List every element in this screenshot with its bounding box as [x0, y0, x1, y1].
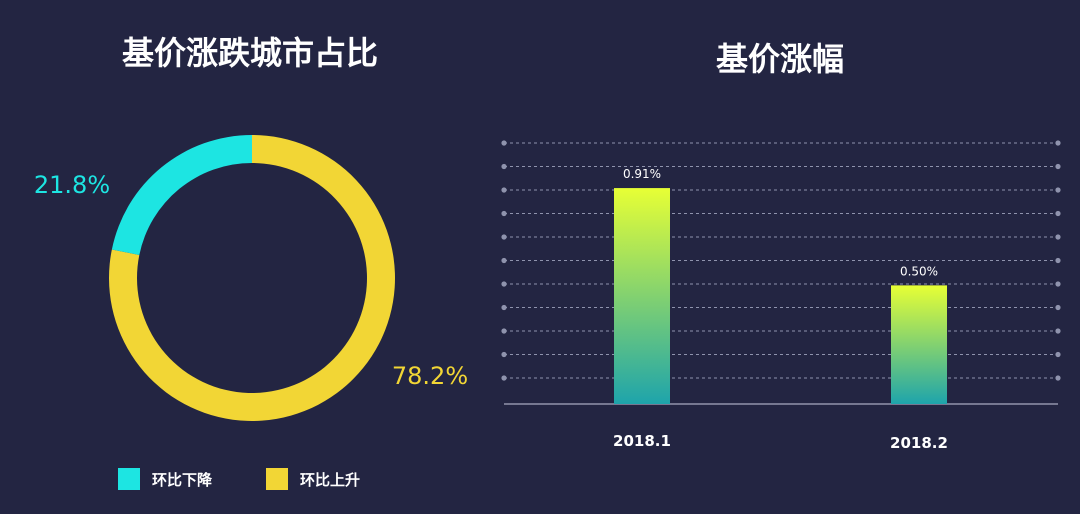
legend-label-up: 环比上升	[300, 470, 361, 489]
grid-dot	[501, 351, 507, 358]
bar-chart-title: 基价涨幅	[715, 40, 844, 78]
legend-swatch-down	[118, 468, 140, 490]
grid-dot	[1055, 304, 1061, 311]
donut-chart-title: 基价涨跌城市占比	[121, 34, 378, 72]
bar-2018.2	[891, 285, 947, 404]
grid-dot	[501, 328, 507, 334]
legend-item-down: 环比下降	[118, 466, 212, 492]
grid-dot	[1055, 163, 1061, 170]
grid-dot	[501, 163, 507, 170]
grid-dot	[501, 210, 507, 217]
donut-slice-down	[111, 134, 252, 256]
grid-dot	[1055, 375, 1061, 381]
grid-dot	[1055, 351, 1061, 358]
bar-2018.1	[614, 188, 670, 404]
grid-dot	[1055, 187, 1061, 193]
grid-dot	[1055, 281, 1061, 287]
bar-data-label: 0.50%	[900, 264, 938, 278]
legend-item-up: 环比上升	[266, 466, 360, 492]
bar-data-label: 0.91%	[623, 167, 661, 181]
grid-dot	[1055, 257, 1061, 264]
bar-chart: 0.91% 2018.1 0.50% 2018.2	[501, 140, 1061, 452]
grid-dot	[501, 281, 507, 287]
grid-dot	[1055, 328, 1061, 334]
x-tick-label: 2018.2	[890, 434, 948, 452]
legend-label-down: 环比下降	[152, 470, 213, 489]
grid-dot	[501, 257, 507, 264]
grid-dot	[1055, 234, 1061, 240]
grid-dot	[501, 304, 507, 311]
donut-label-up: 78.2%	[392, 362, 468, 390]
grid-dot	[501, 140, 507, 146]
x-tick-label: 2018.1	[613, 432, 671, 450]
grid-dot	[501, 234, 507, 240]
grid-dot	[501, 375, 507, 381]
grid-dot	[1055, 210, 1061, 217]
donut-label-down: 21.8%	[34, 171, 110, 199]
legend-swatch-up	[266, 468, 288, 490]
grid-dot	[1055, 140, 1061, 146]
grid-dot	[501, 187, 507, 193]
donut-chart: 21.8% 78.2%	[34, 134, 468, 421]
